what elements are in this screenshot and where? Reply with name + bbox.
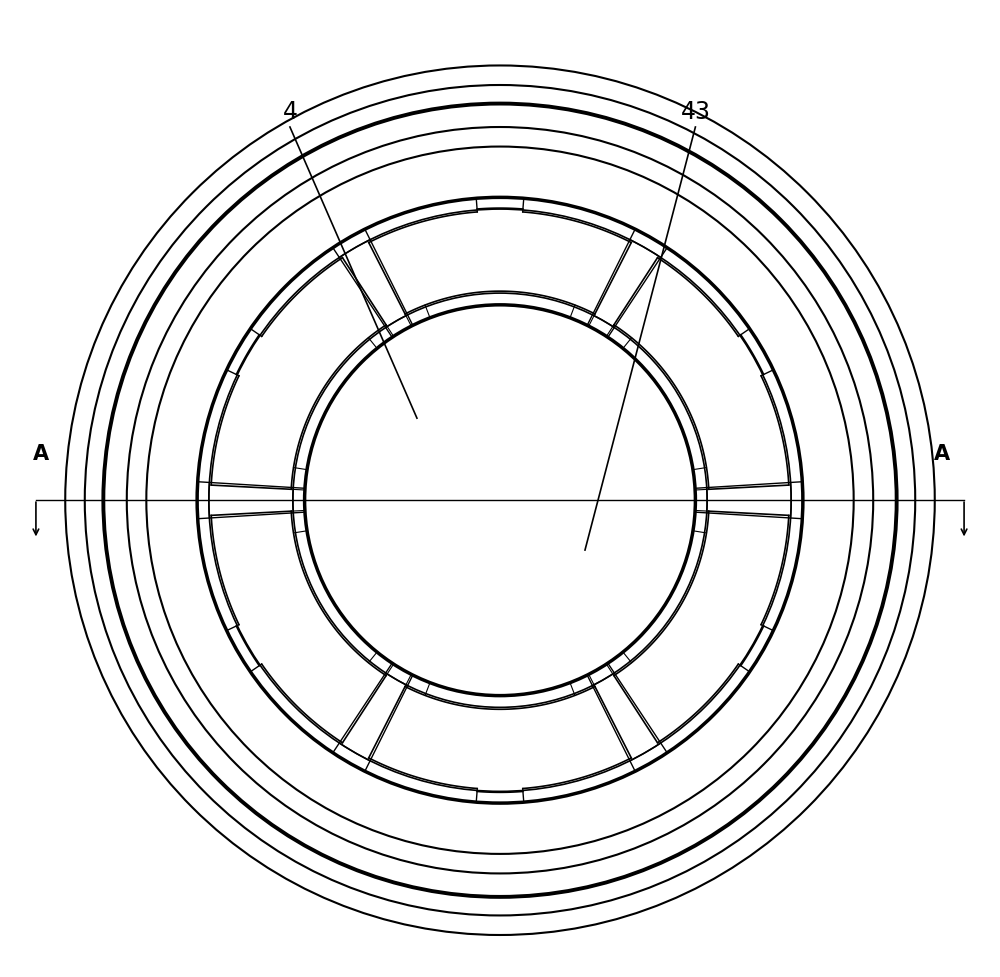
Text: A: A (33, 445, 49, 464)
Text: 4: 4 (282, 101, 297, 124)
Text: A: A (934, 445, 950, 464)
Text: 43: 43 (680, 101, 710, 124)
